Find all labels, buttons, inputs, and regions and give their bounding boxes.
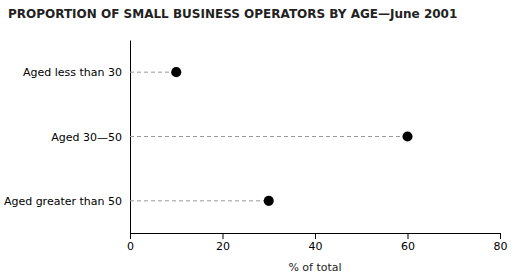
dot xyxy=(402,131,412,141)
tick-label: 80 xyxy=(494,240,508,253)
tick-label: 40 xyxy=(309,240,323,253)
chart: PROPORTION OF SMALL BUSINESS OPERATORS B… xyxy=(0,0,524,279)
title: PROPORTION OF SMALL BUSINESS OPERATORS B… xyxy=(8,7,457,21)
tick: Aged greater than 50 xyxy=(4,195,122,208)
stem xyxy=(130,136,408,137)
axis-title: % of total xyxy=(288,261,341,274)
stem xyxy=(130,72,176,73)
dot xyxy=(171,67,181,77)
tick: 40 xyxy=(309,233,323,253)
tick-mark xyxy=(315,233,316,239)
tick-mark xyxy=(408,233,409,239)
dot xyxy=(264,196,274,206)
tick: 60 xyxy=(401,233,415,253)
tick-mark xyxy=(500,233,501,239)
axis-domain xyxy=(131,234,501,240)
x-axis: 0 20 40 60 80 xyxy=(127,233,508,253)
tick: 80 xyxy=(494,233,508,253)
tick: Aged 30—50 xyxy=(51,131,122,144)
tick-label: Aged 30—50 xyxy=(51,131,122,144)
stem xyxy=(130,200,269,201)
tick-label: 60 xyxy=(401,240,415,253)
tick: 0 xyxy=(127,233,134,253)
tick-mark xyxy=(223,233,224,239)
tick-mark xyxy=(130,233,131,239)
tick-label: 20 xyxy=(216,240,230,253)
tick-label: Aged greater than 50 xyxy=(4,195,122,208)
plot: 020406080Aged less than 30Aged 30—50Aged… xyxy=(4,41,508,253)
tick: 20 xyxy=(216,233,230,253)
y-axis: Aged less than 30 Aged 30—50 Aged greater … xyxy=(4,41,131,234)
tick-label: Aged less than 30 xyxy=(23,66,122,79)
marks xyxy=(130,67,413,206)
tick-label: 0 xyxy=(127,240,134,253)
tick: Aged less than 30 xyxy=(23,66,122,79)
